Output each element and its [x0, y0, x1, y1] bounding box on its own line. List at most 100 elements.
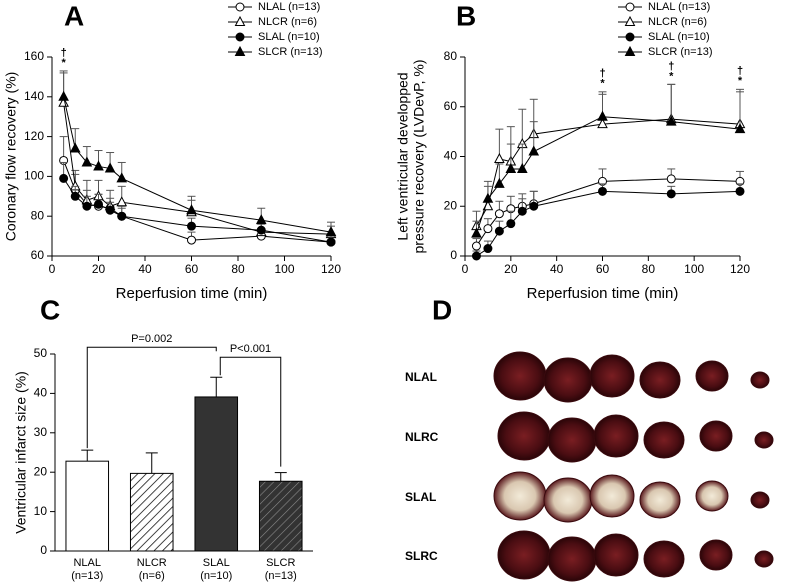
- series-line: [63, 96, 332, 233]
- error-bar: [210, 376, 223, 397]
- marker: [58, 90, 69, 101]
- marker: [666, 174, 676, 184]
- y-tick-label: 60: [444, 99, 458, 113]
- panel-letter: B: [456, 0, 476, 31]
- marker: [597, 118, 608, 129]
- x-tick-label: 100: [684, 262, 704, 276]
- marker: [104, 162, 116, 173]
- series-line: [475, 116, 741, 234]
- marker: [735, 186, 745, 196]
- x-tick-label: 80: [642, 262, 656, 276]
- heart-slice: [593, 414, 639, 458]
- marker: [256, 225, 266, 235]
- marker: [187, 221, 196, 231]
- marker: [105, 205, 115, 215]
- y-tick-label: 140: [24, 89, 44, 103]
- legend-label: SLAL (n=10): [258, 31, 320, 43]
- legend-label: NLCR (n=6): [258, 16, 317, 28]
- x-tick-label: 60: [185, 262, 199, 276]
- marker: [59, 173, 69, 183]
- marker: [665, 115, 677, 126]
- row-label: SLRC: [405, 549, 438, 563]
- y-tick-label: 40: [444, 149, 458, 163]
- y-tick-label: 20: [444, 198, 458, 212]
- marker: [255, 214, 267, 225]
- marker: [734, 123, 746, 134]
- annotation: †: [61, 47, 67, 59]
- marker: [69, 142, 81, 153]
- y-axis-label: Ventricular infarct size (%): [13, 371, 29, 534]
- panel-letter: C: [40, 294, 60, 325]
- annotation: *: [738, 75, 743, 87]
- marker: [597, 110, 608, 121]
- marker: [82, 201, 92, 211]
- row-label: NLRC: [405, 430, 439, 444]
- x-tick-sublabel: (n=13): [71, 570, 103, 582]
- marker: [517, 206, 527, 216]
- comparison-label: P<0.001: [230, 343, 271, 355]
- series-line: [476, 178, 741, 247]
- heart-slice: [643, 421, 685, 459]
- heart-slice: [699, 420, 733, 452]
- heart-slice: [547, 536, 597, 582]
- heart-slice: [750, 491, 770, 509]
- heart-slice: [695, 480, 729, 512]
- marker: [471, 251, 481, 261]
- annotation: †: [599, 68, 605, 80]
- heart-slice: [639, 361, 681, 399]
- x-tick-sublabel: (n=6): [139, 570, 165, 582]
- x-tick-sublabel: (n=10): [200, 570, 232, 582]
- comparison-label: P=0.002: [131, 333, 172, 345]
- y-tick-label: 80: [31, 208, 45, 222]
- heart-slice: [589, 474, 635, 518]
- marker: [186, 204, 197, 215]
- marker: [528, 145, 540, 156]
- heart-slice: [750, 371, 770, 389]
- y-tick-label: 50: [34, 346, 48, 360]
- annotation: *: [61, 57, 66, 69]
- y-tick-label: 80: [444, 49, 458, 63]
- x-tick-label: 40: [550, 262, 564, 276]
- heart-slice: [547, 417, 597, 463]
- panel-letter: D: [432, 294, 452, 325]
- y-tick-label: 10: [34, 504, 48, 518]
- x-tick-label: 120: [730, 262, 750, 276]
- panel-letter: A: [64, 0, 84, 31]
- marker: [483, 244, 493, 254]
- series-line: [63, 102, 332, 235]
- annotation: †: [668, 60, 674, 72]
- y-tick-label: 0: [450, 248, 457, 262]
- marker: [505, 162, 517, 173]
- x-tick-label: NLAL: [73, 557, 101, 569]
- heart-slice: [543, 477, 593, 523]
- marker: [598, 186, 607, 196]
- legend-marker: [235, 32, 245, 42]
- x-tick-label: 0: [49, 262, 56, 276]
- x-tick-label: SLAL: [203, 557, 230, 569]
- error-bar: [667, 83, 676, 122]
- heart-slice: [699, 539, 733, 571]
- x-tick-label: 60: [596, 262, 610, 276]
- bar: [194, 396, 239, 552]
- legend-marker: [624, 45, 636, 56]
- heart-slice: [493, 471, 547, 521]
- row-label: NLAL: [405, 370, 437, 384]
- y-axis-label: Left ventricular developped: [395, 72, 411, 240]
- annotation: *: [669, 70, 674, 82]
- marker: [494, 152, 505, 163]
- marker: [70, 191, 80, 201]
- marker: [93, 160, 104, 171]
- marker: [58, 96, 69, 107]
- bar: [258, 480, 303, 552]
- y-axis-label: Coronary flow recovery (%): [3, 72, 19, 242]
- legend-marker: [235, 2, 245, 12]
- marker: [94, 199, 103, 209]
- annotation: †: [737, 65, 743, 77]
- x-tick-label: 20: [504, 262, 518, 276]
- marker: [482, 192, 494, 203]
- legend-label: SLCR (n=13): [648, 46, 713, 58]
- marker: [494, 209, 504, 219]
- legend-marker: [625, 32, 635, 42]
- marker: [116, 172, 128, 183]
- x-tick-sublabel: (n=13): [265, 570, 297, 582]
